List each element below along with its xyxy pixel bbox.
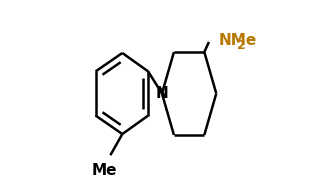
Text: Me: Me <box>91 163 117 178</box>
Text: 2: 2 <box>237 39 245 52</box>
Text: NMe: NMe <box>219 33 257 47</box>
Text: N: N <box>156 86 168 101</box>
